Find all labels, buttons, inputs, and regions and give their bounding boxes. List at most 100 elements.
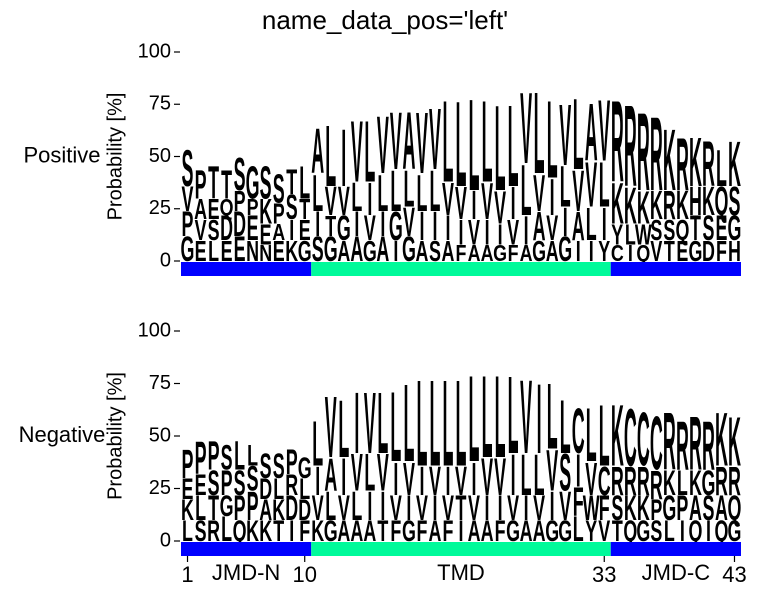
logo-letter: I xyxy=(498,219,503,252)
logo-letter: L xyxy=(547,77,558,201)
logo-letter: L xyxy=(599,388,610,485)
logo-letter: L xyxy=(677,463,688,502)
logo-letter: A xyxy=(311,116,324,187)
logo-letter: P xyxy=(650,495,662,528)
logo-letter: A xyxy=(350,230,363,269)
logo-letter: R xyxy=(663,395,676,488)
logo-letter: A xyxy=(259,495,272,528)
logo-letter: V xyxy=(364,375,376,472)
logo-letter: V xyxy=(338,179,350,224)
logo-letter: S xyxy=(260,447,272,486)
logo-letter: V xyxy=(585,454,597,505)
logo-letter: K xyxy=(728,129,741,200)
logo-letter: I xyxy=(602,199,607,250)
logo-letter: L xyxy=(351,175,362,220)
logo-letter: V xyxy=(455,457,467,504)
logo-letter: R xyxy=(611,457,624,504)
logo-letter: L xyxy=(221,510,232,549)
logo-letter: C xyxy=(598,457,611,504)
logo-letter: H xyxy=(689,179,702,224)
logo-letter: N xyxy=(246,236,259,269)
logo-letter: L xyxy=(416,165,427,223)
logo-letter: R xyxy=(676,121,689,206)
y-tick-label: 25 xyxy=(149,197,171,219)
logo-letter: L xyxy=(586,199,597,250)
logo-letter: W xyxy=(583,489,600,528)
logo-letter: L xyxy=(508,352,519,476)
logo-letter: G xyxy=(402,516,416,549)
logo-letter: I xyxy=(459,516,464,549)
logo-letter: T xyxy=(325,211,336,244)
logo-letter: V xyxy=(403,200,415,245)
logo-letter: S xyxy=(729,179,741,224)
logo-letter: T xyxy=(612,516,623,549)
logo-letter: V xyxy=(494,449,506,507)
logo-letter: G xyxy=(220,490,234,523)
logo-letter: R xyxy=(728,457,741,504)
logo-letter: I xyxy=(315,204,320,243)
logo-letter: P xyxy=(247,482,259,529)
logo-letter: A xyxy=(533,516,546,549)
logo-letter: Y xyxy=(585,516,597,549)
logo-letter: S xyxy=(429,236,441,269)
logo-letter: V xyxy=(481,174,493,232)
logo-letter: V xyxy=(494,182,506,233)
logo-letter: P xyxy=(195,433,207,484)
logo-letter: L xyxy=(273,474,284,507)
logo-letter: L xyxy=(560,155,571,220)
logo-letter: K xyxy=(181,495,194,528)
logo-letter: L xyxy=(299,474,310,507)
region-bar xyxy=(610,262,741,276)
logo-letter: I xyxy=(406,489,411,528)
logo-letter: L xyxy=(429,355,440,492)
logo-letter: A xyxy=(350,516,363,549)
logo-letter: C xyxy=(611,241,624,267)
y-tick-label: 100 xyxy=(138,40,171,62)
logo-letter: T xyxy=(456,489,467,528)
logo-letter: A xyxy=(337,236,350,269)
logo-letter: P xyxy=(273,198,285,231)
logo-letter: I xyxy=(445,457,450,504)
logo-letter: V xyxy=(390,489,402,528)
logo-letter: F xyxy=(573,478,584,525)
logo-letter: I xyxy=(367,174,372,225)
logo-letter: T xyxy=(273,516,284,549)
logo-letter: N xyxy=(259,241,272,267)
logo-letter: C xyxy=(650,401,663,486)
logo-letter: I xyxy=(472,454,477,505)
logo-letter: T xyxy=(208,489,219,528)
logo-letter: K xyxy=(715,397,728,482)
logo-letter: L xyxy=(573,79,584,192)
logo-letter: I xyxy=(472,183,477,228)
logo-letter: A xyxy=(481,516,494,549)
logo-letter: P xyxy=(676,489,688,528)
logo-letter: E xyxy=(260,219,272,252)
logo-letter: V xyxy=(325,179,337,224)
logo-letter: V xyxy=(507,489,519,528)
logo-letter: S xyxy=(247,459,259,498)
logo-letter: I xyxy=(393,236,398,269)
logo-letter: S xyxy=(312,230,324,269)
logo-letter: R xyxy=(637,89,650,213)
logo-letter: S xyxy=(195,516,207,549)
logo-letter: S xyxy=(273,166,285,211)
logo-letter: V xyxy=(598,83,610,180)
logo-letter: E xyxy=(208,194,220,227)
y-axis-label: Probability [%] xyxy=(104,93,126,221)
logo-letter: Q xyxy=(715,179,729,224)
logo-letter: A xyxy=(715,489,728,528)
region-bar xyxy=(181,262,312,276)
x-tick-label: 1 xyxy=(181,562,193,587)
logo-letter: R xyxy=(689,401,702,486)
logo-letter: V xyxy=(455,178,467,229)
logo-letter: T xyxy=(664,236,675,269)
logo-letter: K xyxy=(637,182,650,233)
logo-letter: V xyxy=(650,236,662,269)
region-bar xyxy=(311,542,611,556)
x-tick-label: 43 xyxy=(722,562,746,587)
logo-letter: L xyxy=(377,165,388,223)
logo-letter: K xyxy=(311,516,324,549)
logo-letter: V xyxy=(429,457,441,504)
logo-letter: P xyxy=(182,440,194,487)
logo-letter: T xyxy=(286,163,297,202)
